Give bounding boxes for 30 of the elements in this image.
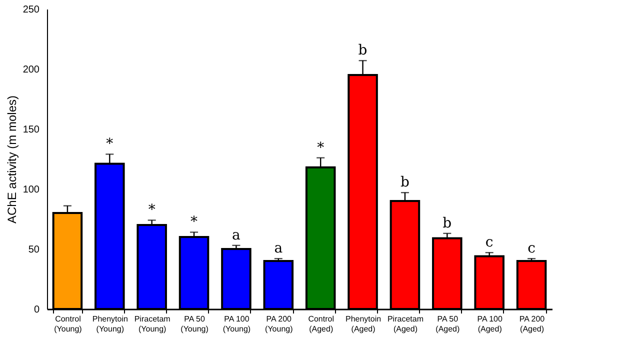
- annotation: b: [358, 42, 368, 59]
- x-tick-label: Piracetam (Young): [134, 314, 171, 334]
- annotation: b: [442, 215, 452, 232]
- annotation: *: [190, 214, 198, 230]
- x-tick-label: PA 50 (Young): [180, 314, 209, 334]
- x-tick-label: PA 100 (Young): [222, 314, 251, 334]
- annotation: *: [106, 136, 114, 152]
- y-axis-title: AChE activity (m moles): [4, 95, 19, 224]
- x-tick-label: PA 200 (Young): [265, 314, 294, 334]
- x-tick-label: Control (Aged): [308, 314, 334, 334]
- annotation: c: [528, 240, 536, 257]
- y-tick-label: 250: [22, 4, 40, 16]
- y-tick-label: 50: [28, 244, 40, 256]
- annotation: *: [317, 140, 324, 156]
- x-tick-label: Control (Young): [54, 314, 82, 334]
- x-tick-label: Piracetam (Aged): [387, 314, 424, 334]
- y-tick-label: 150: [22, 124, 40, 136]
- x-tick-label: Phenytoin (Aged): [345, 314, 382, 334]
- y-tick-label: 0: [34, 304, 40, 316]
- annotation: c: [485, 234, 494, 251]
- annotation: a: [232, 227, 240, 244]
- x-tick-label: PA 50 (Aged): [436, 314, 460, 334]
- x-tick-label: PA 200 (Aged): [519, 314, 546, 334]
- annotation: *: [148, 202, 156, 218]
- x-tick-label: PA 100 (Aged): [477, 314, 503, 334]
- y-tick-label: 100: [22, 184, 40, 196]
- annotation: b: [400, 174, 410, 191]
- x-tick-label: Phenytoin (Young): [92, 314, 128, 334]
- y-tick-label: 200: [22, 64, 40, 76]
- annotation: a: [274, 240, 283, 257]
